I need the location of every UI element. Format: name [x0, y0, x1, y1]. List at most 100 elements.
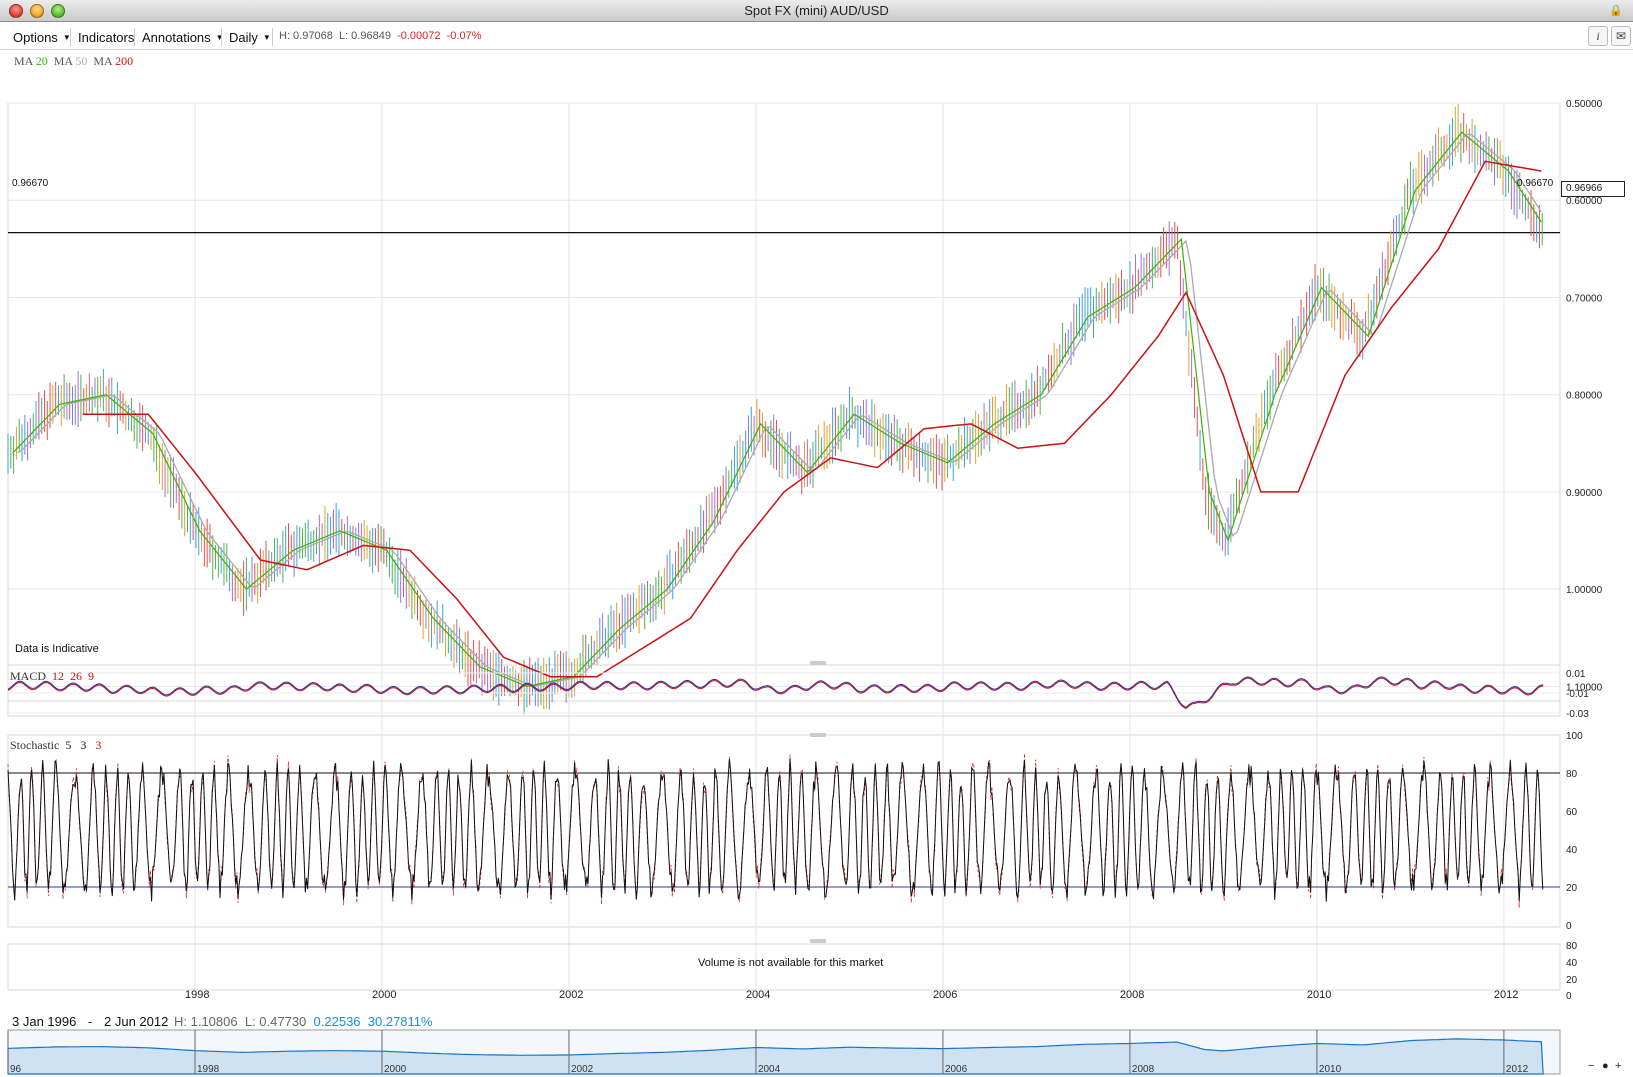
- y-tick-label: 0.80000: [1566, 391, 1603, 402]
- y-tick-label: 0.60000: [1566, 196, 1603, 207]
- options-menu[interactable]: Options ▼: [13, 30, 71, 45]
- macd-signal: 9: [88, 669, 95, 683]
- info-icon[interactable]: i: [1588, 26, 1608, 46]
- data-indicative-notice: Data is Indicative: [15, 643, 99, 655]
- ma1-label: MA: [14, 54, 33, 68]
- x-axis-label: 2012: [1494, 989, 1518, 1001]
- macd-fast: 12: [52, 669, 65, 683]
- range-change-pct: 30.27811%: [367, 1014, 433, 1029]
- chevron-down-icon: ▼: [62, 33, 71, 42]
- toolbar-divider: [70, 28, 71, 46]
- chart-toolbar: Options ▼ Indicators Annotations ▼ Daily ▼ …: [0, 23, 1633, 50]
- volume-unavailable-notice: Volume is not available for this market: [698, 957, 884, 969]
- ma-legend: MA 20 MA 50 MA 200: [14, 54, 133, 69]
- panel-resize-handle: [810, 661, 826, 665]
- range-start: 3 Jan 1996: [12, 1014, 77, 1029]
- range-end: 2 Jun 2012: [104, 1014, 169, 1029]
- current-price-tag: 0.96966: [1561, 181, 1625, 197]
- chart-canvas[interactable]: 96 1998 2000 2002 2004 2006 2008 2010 2012 1.100…: [0, 51, 1633, 1077]
- macd-signal-line: [7, 677, 1544, 710]
- stochastic-y-tick-label: 80: [1566, 769, 1578, 780]
- zoom-in-button[interactable]: +: [1615, 1060, 1622, 1072]
- stochastic-y-tick-label: 40: [1566, 845, 1578, 856]
- quote-high: H: 0.97068: [279, 30, 333, 42]
- x-axis-label: 1998: [185, 989, 209, 1001]
- panel-resize-handle: [810, 939, 826, 943]
- range-dash: -: [88, 1014, 93, 1029]
- volume-y-tick-label: 40: [1566, 958, 1578, 969]
- navigator-year-label: 2006: [945, 1064, 968, 1075]
- navigator-year-label: 2002: [571, 1064, 594, 1075]
- moving-average-lines: [12, 131, 1542, 688]
- axis-labels: 1.10000 1.00000 0.90000 0.80000 0.70000 0.600…: [185, 99, 1603, 1002]
- y-tick-label: 0.70000: [1566, 293, 1603, 304]
- navigator-year-label: 2004: [758, 1064, 781, 1075]
- y-tick-label: 1.10000: [1566, 682, 1603, 693]
- volume-panel-frame: [7, 943, 1561, 991]
- annotations-label: Annotations: [142, 30, 211, 45]
- navigator-year-label: 2008: [1132, 1064, 1155, 1075]
- stochastic-d: 3: [80, 738, 87, 752]
- chart-grid: [7, 102, 1561, 991]
- minimize-window-button[interactable]: [30, 4, 44, 18]
- quote-change-pct: -0.07%: [446, 30, 482, 42]
- macd-panel-plot: [7, 672, 1560, 714]
- ma200-line: [82, 160, 1542, 678]
- stochastic-y-tick-label: 20: [1566, 883, 1578, 894]
- x-axis-label: 2006: [933, 989, 957, 1001]
- ma1-period: 20: [35, 54, 48, 68]
- navigator-year-label: 2012: [1506, 1064, 1529, 1075]
- chevron-down-icon: ▼: [262, 33, 271, 42]
- quote-readout: H: 0.97068 L: 0.96849 -0.00072 -0.07%: [279, 30, 482, 42]
- stochastic-panel-frame: [7, 734, 1561, 928]
- stochastic-smooth: 3: [95, 738, 102, 752]
- stochastic-y-tick-label: 60: [1566, 807, 1578, 818]
- volume-y-tick-label: 20: [1566, 975, 1578, 986]
- lock-icon: 🔒: [1609, 5, 1623, 17]
- y-tick-label: 0.50000: [1566, 99, 1603, 110]
- stochastic-y-tick-label: 0: [1566, 921, 1572, 932]
- annotations-menu[interactable]: Annotations ▼: [142, 30, 224, 45]
- price-panel-frame: [7, 102, 1561, 702]
- volume-y-tick-label: 80: [1566, 941, 1578, 952]
- y-tick-label: 1.00000: [1566, 585, 1603, 596]
- ma3-period: 200: [115, 54, 134, 68]
- zoom-window-button[interactable]: [51, 4, 65, 18]
- panel-resize-handle: [810, 733, 826, 737]
- toolbar-divider: [272, 28, 273, 46]
- indicators-button[interactable]: Indicators: [78, 30, 135, 45]
- hline-value-left: 0.96670: [12, 178, 49, 189]
- window-titlebar: Spot FX (mini) AUD/USD 🔒: [0, 0, 1633, 22]
- zoom-reset-button[interactable]: ●: [1602, 1060, 1609, 1072]
- macd-y-tick-label: 0.01: [1566, 669, 1586, 680]
- ma3-label: MA: [93, 54, 113, 68]
- chevron-down-icon: ▼: [215, 33, 224, 42]
- stochastic-legend: Stochastic 5 3 3: [10, 738, 101, 753]
- range-change: 0.22536: [313, 1014, 361, 1029]
- stochastic-panel-plot: [7, 753, 1560, 908]
- options-label: Options: [13, 30, 58, 45]
- x-axis-label: 2008: [1120, 989, 1144, 1001]
- window-title: Spot FX (mini) AUD/USD: [744, 3, 889, 18]
- interval-menu[interactable]: Daily ▼: [229, 30, 271, 45]
- macd-legend: MACD 12 26 9: [10, 669, 94, 684]
- mail-icon[interactable]: ✉: [1611, 26, 1631, 46]
- ma50-line: [16, 133, 1542, 687]
- macd-line: [7, 676, 1544, 708]
- price-bars: [7, 104, 1543, 715]
- ma2-period: 50: [75, 54, 88, 68]
- interval-label: Daily: [229, 30, 258, 45]
- navigator-plot: 96 1998 2000 2002 2004 2006 2008 2010 2012: [7, 1029, 1561, 1075]
- volume-y-tick-label: 0: [1566, 991, 1572, 1002]
- zoom-out-button[interactable]: −: [1588, 1060, 1595, 1072]
- y-tick-label: 0.90000: [1566, 488, 1603, 499]
- stochastic-k-line: [7, 758, 1544, 902]
- toolbar-divider: [221, 28, 222, 46]
- macd-y-tick-label: -0.01: [1566, 689, 1589, 700]
- x-axis-label: 2010: [1307, 989, 1331, 1001]
- stochastic-y-tick-label: 100: [1566, 731, 1583, 742]
- x-axis-label: 2002: [559, 989, 583, 1001]
- stochastic-label: Stochastic: [10, 738, 60, 752]
- range-stats: H: 1.10806 L: 0.47730 0.22536 30.27811%: [174, 1014, 433, 1029]
- close-window-button[interactable]: [9, 4, 23, 18]
